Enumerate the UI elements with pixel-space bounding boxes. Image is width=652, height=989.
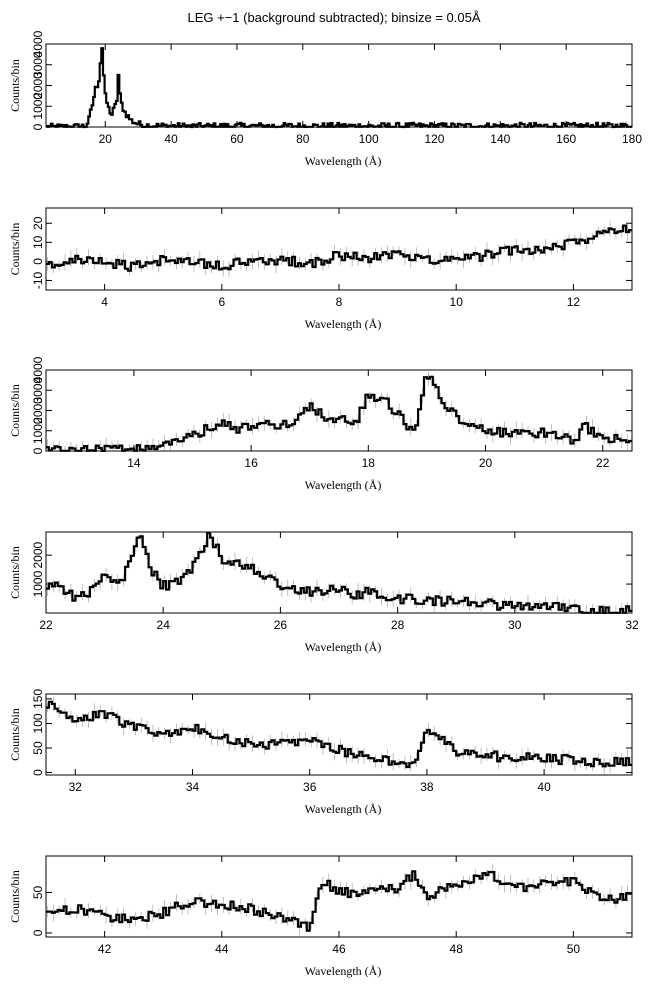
spectrum-line	[46, 224, 632, 272]
panel-2: 4 6 8 10 12 -10 0 10 20 Wavelength (Å) Counts/bin	[8, 207, 633, 331]
y-tick-label: 3000	[31, 51, 45, 78]
x-tick-label: 24	[157, 618, 171, 632]
x-tick-label: 60	[230, 132, 244, 146]
x-axis-label: Wavelength (Å)	[305, 478, 382, 492]
x-tick-label: 50	[567, 942, 581, 956]
x-tick-label: 16	[244, 456, 258, 470]
x-tick-label: 36	[303, 780, 317, 794]
x-tick-label: 32	[69, 780, 83, 794]
spectrum-line	[46, 47, 632, 129]
error-bars	[47, 696, 629, 775]
x-tick-label: 8	[336, 295, 343, 309]
error-bars	[47, 220, 629, 277]
y-tick-label: 10	[31, 235, 45, 249]
y-tick-label: 0	[31, 258, 45, 265]
y-tick-label: 4000	[31, 30, 45, 57]
x-tick-label: 42	[98, 942, 112, 956]
x-tick-label: 14	[127, 456, 141, 470]
x-axis-label: Wavelength (Å)	[305, 154, 382, 168]
y-axis-label: Counts/bin	[8, 708, 22, 761]
x-tick-label: 32	[625, 618, 639, 632]
x-tick-label: 28	[391, 618, 405, 632]
panel-4: 22 24 26 28 30 32 1000 2000 Wavelength (Å) Counts…	[8, 531, 639, 654]
x-tick-label: 40	[164, 132, 178, 146]
spectrum-line	[46, 532, 632, 614]
plot-frame	[45, 43, 633, 128]
x-tick-label: 40	[537, 780, 551, 794]
x-tick-label: 44	[215, 942, 229, 956]
y-tick-label: 0	[31, 447, 45, 454]
panels: 20 40 60 80 100 120 140 160 18001000200030004000…	[8, 30, 642, 978]
y-tick-label: 50	[31, 885, 45, 899]
y-tick-label: 1000	[31, 570, 45, 597]
y-tick-label: 0	[31, 929, 45, 936]
x-axis-label: Wavelength (Å)	[305, 802, 382, 816]
spectrum-line	[46, 700, 632, 769]
error-bars	[47, 532, 629, 613]
x-tick-label: 38	[420, 780, 434, 794]
y-axis-label: Counts/bin	[8, 223, 22, 276]
x-tick-label: 46	[332, 942, 346, 956]
x-tick-label: 20	[479, 456, 493, 470]
error-bars	[47, 863, 629, 936]
x-tick-label: 18	[362, 456, 376, 470]
x-tick-label: 22	[39, 618, 53, 632]
figure-title: LEG +−1 (background subtracted); binsize…	[187, 10, 480, 25]
y-axis-label: Counts/bin	[8, 384, 22, 437]
y-tick-label: 1000	[31, 417, 45, 444]
plot-frame	[45, 369, 633, 452]
y-tick-label: 150	[31, 689, 45, 709]
x-tick-label: 10	[450, 295, 464, 309]
panel-6: 42 44 46 48 50 0 50 Wavelength (Å) Counts/bin	[8, 855, 633, 978]
x-tick-label: 120	[424, 132, 444, 146]
x-tick-label: 100	[359, 132, 379, 146]
error-bars	[47, 371, 629, 451]
x-tick-label: 140	[490, 132, 510, 146]
spectrum-line	[46, 870, 632, 932]
x-tick-label: 12	[567, 295, 581, 309]
plot-frame	[45, 855, 633, 938]
y-tick-label: 0	[31, 123, 45, 130]
x-axis-label: Wavelength (Å)	[305, 640, 382, 654]
y-tick-label: 2000	[31, 541, 45, 568]
y-tick-label: 3000	[31, 377, 45, 404]
y-tick-label: 1000	[31, 93, 45, 120]
x-axis-label: Wavelength (Å)	[305, 317, 382, 331]
y-axis-label: Counts/bin	[8, 870, 22, 923]
y-tick-label: 4000	[31, 356, 45, 383]
x-tick-label: 160	[556, 132, 576, 146]
x-tick-label: 4	[101, 295, 108, 309]
spectrum-line	[46, 375, 632, 452]
x-tick-label: 6	[218, 295, 225, 309]
x-tick-label: 30	[508, 618, 522, 632]
y-axis-label: Counts/bin	[8, 59, 22, 112]
y-tick-label: 0	[31, 769, 45, 776]
panel-5: 32 34 36 38 40 0 50 100 150 Wavelength (Å) Counts/…	[8, 689, 633, 816]
x-tick-label: 26	[274, 618, 288, 632]
y-tick-label: 2000	[31, 72, 45, 99]
y-tick-label: -10	[31, 271, 45, 289]
y-tick-label: 20	[31, 216, 45, 230]
x-tick-label: 34	[186, 780, 200, 794]
y-tick-label: 50	[31, 741, 45, 755]
plot-frame	[45, 531, 633, 614]
x-tick-label: 80	[296, 132, 310, 146]
x-tick-label: 20	[99, 132, 113, 146]
plot-frame	[45, 693, 633, 776]
y-tick-label: 2000	[31, 397, 45, 424]
x-tick-label: 180	[622, 132, 642, 146]
y-axis-label: Counts/bin	[8, 546, 22, 599]
x-axis-label: Wavelength (Å)	[305, 964, 382, 978]
x-tick-label: 48	[450, 942, 464, 956]
y-tick-label: 100	[31, 713, 45, 733]
x-tick-label: 22	[596, 456, 610, 470]
panel-1: 20 40 60 80 100 120 140 160 180 0 1000200030004000…	[8, 30, 642, 168]
